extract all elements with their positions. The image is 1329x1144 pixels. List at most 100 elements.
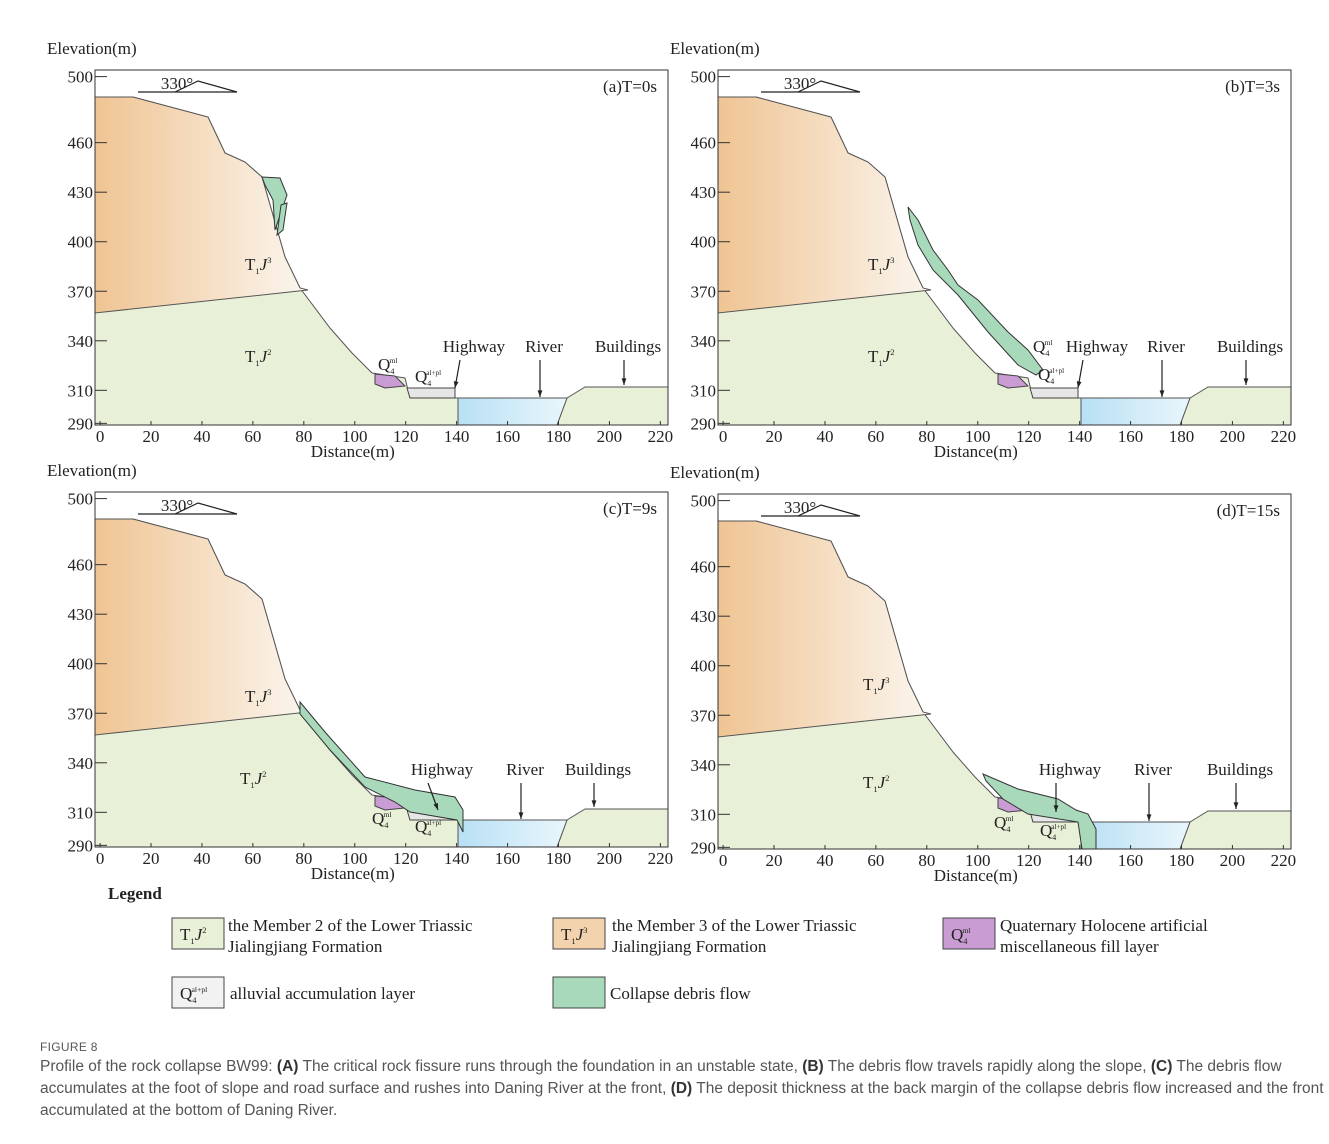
symbol-part: 4 (427, 829, 431, 838)
panel: Elevation(m)Distance(m)50046043040037034… (47, 461, 673, 883)
plot-frame (94, 491, 669, 848)
y-tick-label: 500 (68, 68, 94, 87)
symbol-part: ml (384, 810, 392, 819)
x-tick-label: 100 (965, 427, 991, 446)
direction-arrow (797, 504, 861, 517)
symbol-label: Q4ml (1033, 337, 1053, 358)
buildings-label: Buildings (565, 760, 631, 779)
y-tick-label: 430 (691, 607, 717, 626)
x-tick-label: 60 (244, 849, 261, 868)
symbol-part: 3 (890, 255, 894, 265)
x-tick-label: 160 (495, 849, 521, 868)
y-tick-label: 370 (68, 704, 94, 723)
plot-frame (717, 493, 1292, 850)
x-tick-label: 60 (867, 427, 884, 446)
symbol-part: T (245, 687, 256, 706)
y-tick-label: 460 (691, 558, 717, 577)
x-tick-label: 140 (444, 849, 470, 868)
panel: Elevation(m)Distance(m)50046043040037034… (670, 463, 1296, 885)
symbol-label: T1J2 (240, 769, 266, 790)
direction-label: 330° (784, 498, 816, 517)
symbol-part: Q (1033, 337, 1045, 356)
symbol-label: Q4ml (372, 809, 392, 830)
symbol-part: al+pl (1051, 823, 1066, 831)
symbol-part: 2 (267, 347, 271, 357)
x-tick-label: 80 (295, 849, 312, 868)
river-label: River (525, 337, 563, 356)
symbol-part: 4 (963, 936, 968, 946)
x-tick-label: 120 (393, 849, 419, 868)
symbol-part: 3 (885, 675, 889, 685)
caption-part: (A) (276, 1058, 299, 1075)
legend-swatch (171, 917, 225, 950)
x-tick-label: 100 (965, 851, 991, 870)
symbol-part: T (245, 255, 256, 274)
x-axis-title: Distance(m) (311, 864, 395, 883)
highway-label: Highway (1066, 337, 1129, 356)
symbol-label: Q4 al+pl (1040, 821, 1066, 842)
x-tick-label: 180 (546, 849, 572, 868)
caption: FIGURE 8 Profile of the rock collapse BW… (40, 1040, 1325, 1122)
y-tick-label: 310 (68, 803, 94, 822)
y-tick-label: 310 (691, 805, 717, 824)
symbol-part: al+pl (426, 369, 441, 377)
y-tick-label: 430 (68, 605, 94, 624)
y-tick-label: 430 (68, 183, 94, 202)
symbol-part: 3 (267, 687, 271, 697)
x-tick-label: 160 (495, 427, 521, 446)
symbol-part: 3 (267, 255, 271, 265)
x-tick-label: 200 (597, 849, 623, 868)
symbol-part: T (240, 769, 251, 788)
y-tick-label: 290 (68, 414, 94, 433)
legend-title: Legend (108, 884, 162, 903)
arrow-head (518, 812, 524, 819)
debris-flow (907, 206, 1044, 376)
symbol-label: T1J2 (245, 347, 271, 368)
x-tick-label: 0 (96, 427, 105, 446)
caption-part: Profile of the rock collapse BW99: (40, 1058, 277, 1075)
y-tick-label: 400 (691, 233, 717, 252)
direction-arrow (174, 502, 238, 515)
y-tick-label: 370 (691, 282, 717, 301)
x-tick-label: 120 (393, 427, 419, 446)
x-tick-label: 180 (546, 427, 572, 446)
symbol-label: Q4 al+pl (415, 367, 441, 388)
y-tick-label: 400 (68, 233, 94, 252)
river-label: River (1147, 337, 1185, 356)
arrow-head (1233, 802, 1239, 809)
buildings-label: Buildings (1207, 760, 1273, 779)
panel-label: (b)T=3s (1225, 77, 1280, 96)
x-tick-label: 40 (816, 427, 833, 446)
symbol-part: J (260, 255, 269, 274)
symbol-part: 4 (1050, 377, 1054, 386)
symbol-part: al+pl (1049, 367, 1064, 375)
x-tick-label: 80 (295, 427, 312, 446)
x-tick-label: 20 (766, 851, 783, 870)
caption-part: The debris flow travels rapidly along th… (823, 1058, 1151, 1075)
caption-part: The critical rock fissure runs through t… (298, 1058, 803, 1075)
legend-swatch (552, 917, 606, 950)
highway-label: Highway (1039, 760, 1102, 779)
arrow-head (537, 390, 543, 397)
y-tick-label: 460 (68, 556, 94, 575)
x-tick-label: 40 (193, 427, 210, 446)
symbol-part: J (883, 347, 892, 366)
y-tick-label: 500 (691, 68, 717, 87)
symbol-label: Q4ml (378, 355, 398, 376)
y-tick-label: 460 (691, 134, 717, 153)
symbol-label: T1J3 (561, 925, 587, 946)
y-tick-label: 340 (68, 332, 94, 351)
fill-layer (997, 373, 1030, 389)
river-label: River (1134, 760, 1172, 779)
direction-arrow (797, 80, 861, 93)
caption-part: The debris flow accumulates at the foot … (40, 1058, 1282, 1097)
arrow-head (1076, 381, 1082, 388)
plot-frame (717, 69, 1292, 426)
y-tick-label: 430 (691, 183, 717, 202)
symbol-label: Q4 al+pl (415, 817, 441, 838)
x-tick-label: 0 (719, 427, 728, 446)
x-tick-label: 20 (143, 849, 160, 868)
debris-flow (299, 700, 464, 833)
x-axis-title: Distance(m) (934, 442, 1018, 461)
symbol-part: 1 (255, 698, 259, 708)
